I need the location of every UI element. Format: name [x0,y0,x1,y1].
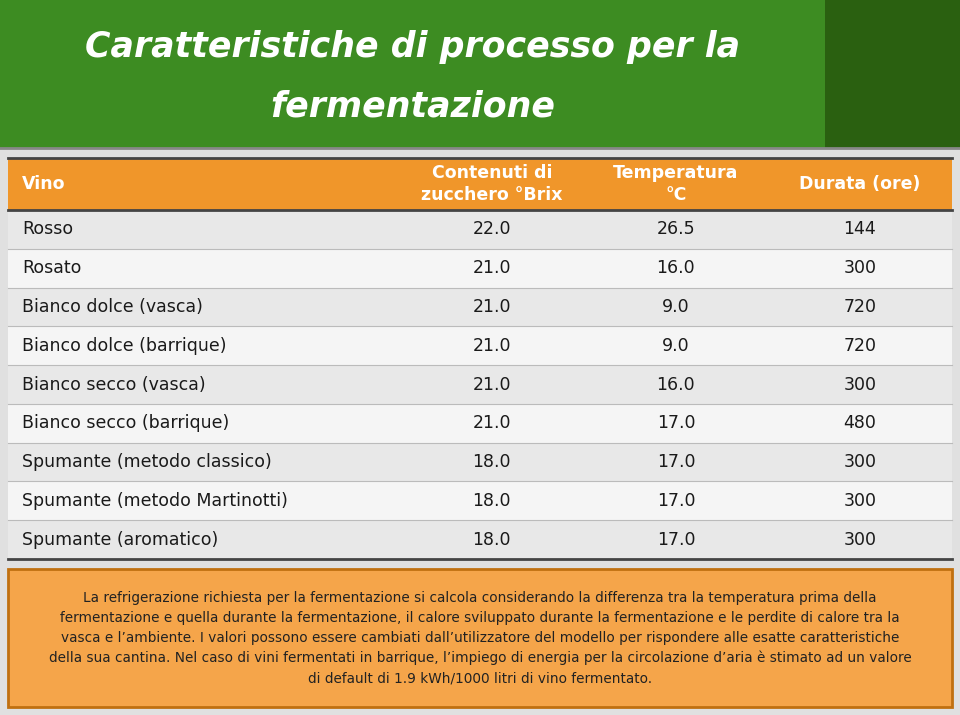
Bar [8,210,952,249]
Text: 720: 720 [844,337,876,355]
Text: fermentazione: fermentazione [270,89,555,124]
Text: 21.0: 21.0 [472,298,511,316]
Bar [8,569,952,707]
Text: 18.0: 18.0 [472,453,511,471]
Text: Contenuti di
zucchero °Brix: Contenuti di zucchero °Brix [421,164,563,204]
Text: 21.0: 21.0 [472,414,511,433]
Text: 720: 720 [844,298,876,316]
Bar [8,249,952,287]
Bar [8,326,952,365]
Text: 21.0: 21.0 [472,337,511,355]
Text: 17.0: 17.0 [657,492,695,510]
Text: Bianco dolce (barrique): Bianco dolce (barrique) [22,337,227,355]
Bar [8,521,952,559]
Text: 9.0: 9.0 [662,298,689,316]
Text: Durata (ore): Durata (ore) [800,175,921,193]
Text: 300: 300 [844,453,876,471]
Text: Spumante (aromatico): Spumante (aromatico) [22,531,218,548]
Text: 16.0: 16.0 [657,259,695,277]
Text: Bianco secco (vasca): Bianco secco (vasca) [22,375,205,393]
Text: 18.0: 18.0 [472,492,511,510]
Bar [8,158,952,210]
Text: 18.0: 18.0 [472,531,511,548]
Text: 17.0: 17.0 [657,531,695,548]
Bar [0,0,960,148]
Text: Rosso: Rosso [22,220,73,238]
Text: Caratteristiche di processo per la: Caratteristiche di processo per la [84,30,740,64]
Text: 300: 300 [844,375,876,393]
Text: 17.0: 17.0 [657,414,695,433]
Bar [8,365,952,404]
Bar [8,404,952,443]
Text: 300: 300 [844,259,876,277]
Text: Vino: Vino [22,175,65,193]
Text: Rosato: Rosato [22,259,82,277]
Bar [8,287,952,326]
Text: 300: 300 [844,492,876,510]
Text: 26.5: 26.5 [657,220,695,238]
Text: 21.0: 21.0 [472,375,511,393]
Text: 9.0: 9.0 [662,337,689,355]
Text: 144: 144 [844,220,876,238]
Text: Bianco dolce (vasca): Bianco dolce (vasca) [22,298,203,316]
Text: Spumante (metodo Martinotti): Spumante (metodo Martinotti) [22,492,288,510]
Bar [8,481,952,521]
Text: 21.0: 21.0 [472,259,511,277]
Text: 16.0: 16.0 [657,375,695,393]
Text: Temperatura
°C: Temperatura °C [613,164,738,204]
Text: 480: 480 [844,414,876,433]
Text: Spumante (metodo classico): Spumante (metodo classico) [22,453,272,471]
Bar [825,0,960,148]
Text: La refrigerazione richiesta per la fermentazione si calcola considerando la diff: La refrigerazione richiesta per la ferme… [49,591,911,686]
Bar [8,443,952,481]
Text: 22.0: 22.0 [472,220,511,238]
Text: 17.0: 17.0 [657,453,695,471]
Text: 300: 300 [844,531,876,548]
Text: Bianco secco (barrique): Bianco secco (barrique) [22,414,229,433]
